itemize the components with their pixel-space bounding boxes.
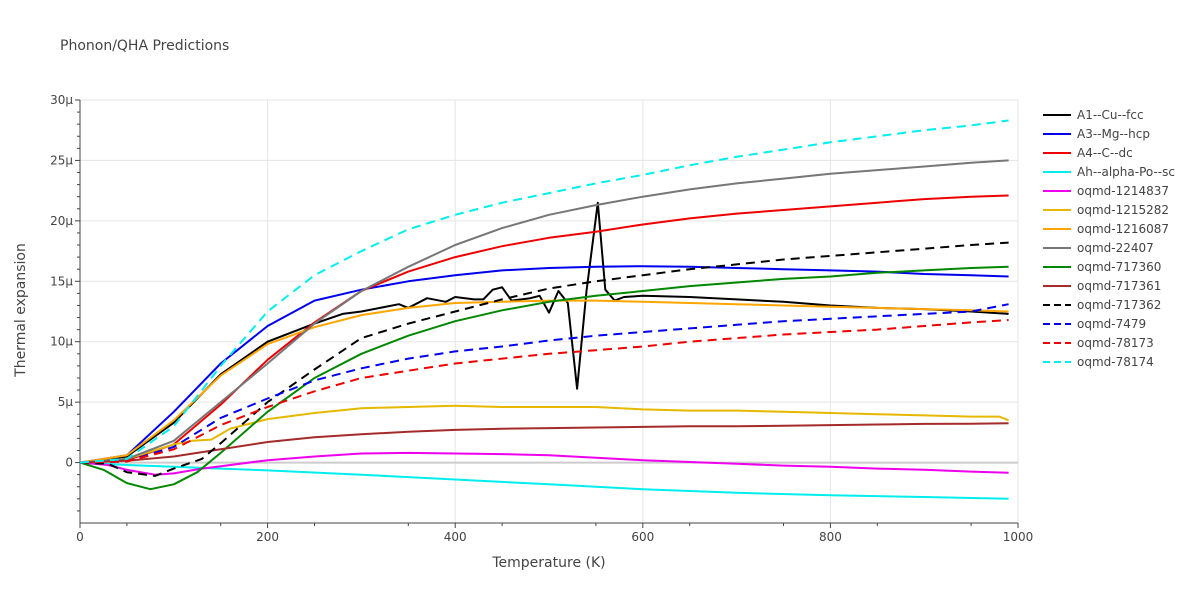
legend-label: oqmd-7479 bbox=[1077, 317, 1146, 331]
x-tick-label: 0 bbox=[76, 530, 84, 544]
y-tick-label: 20μ bbox=[50, 214, 73, 228]
series-line-oqmd-1214837 bbox=[79, 451, 1009, 476]
series-line-oqmd-7479 bbox=[79, 303, 1009, 464]
y-tick-label: 5μ bbox=[58, 395, 74, 409]
legend-label: oqmd-717361 bbox=[1077, 279, 1161, 293]
legend-item[interactable]: oqmd-78174 bbox=[1043, 355, 1154, 369]
legend-label: oqmd-1216087 bbox=[1077, 222, 1169, 236]
legend-item[interactable]: oqmd-78173 bbox=[1043, 336, 1154, 350]
y-tick-label: 0 bbox=[65, 456, 73, 470]
y-tick-label: 10μ bbox=[50, 335, 73, 349]
legend-item[interactable]: A1--Cu--fcc bbox=[1043, 108, 1144, 122]
series-line-A1--Cu--fcc bbox=[79, 201, 1009, 464]
legend-item[interactable]: oqmd-717360 bbox=[1043, 260, 1161, 274]
x-tick-label: 600 bbox=[631, 530, 654, 544]
legend[interactable]: A1--Cu--fcc A3--Mg--hcp A4--C--dc Ah--alpha… bbox=[1043, 108, 1175, 369]
legend-item[interactable]: A4--C--dc bbox=[1043, 146, 1133, 160]
legend-label: A1--Cu--fcc bbox=[1077, 108, 1144, 122]
series-line-A4--C--dc bbox=[79, 194, 1009, 464]
legend-label: oqmd-78173 bbox=[1077, 336, 1154, 350]
series-line-oqmd-1216087 bbox=[79, 299, 1009, 464]
series-line-oqmd-717361 bbox=[79, 422, 1009, 464]
x-axis-title: Temperature (K) bbox=[491, 555, 605, 571]
legend-label: oqmd-22407 bbox=[1077, 241, 1154, 255]
x-tick-label: 800 bbox=[819, 530, 842, 544]
x-tick-label: 1000 bbox=[1003, 530, 1034, 544]
legend-item[interactable]: oqmd-22407 bbox=[1043, 241, 1154, 255]
legend-item[interactable]: oqmd-717362 bbox=[1043, 298, 1161, 312]
axes: 0 200 400 600 800 1000 0 5μ 10μ 15μ 20μ 25μ 30μ bbox=[50, 93, 1033, 544]
series-line-oqmd-717362 bbox=[79, 241, 1009, 477]
series-line-oqmd-78173 bbox=[79, 319, 1009, 464]
legend-label: oqmd-717360 bbox=[1077, 260, 1161, 274]
grid bbox=[80, 99, 1019, 523]
series-line-A3--Mg--hcp bbox=[79, 265, 1009, 464]
legend-label: oqmd-1214837 bbox=[1077, 184, 1169, 198]
x-tick-label: 400 bbox=[444, 530, 467, 544]
legend-item[interactable]: oqmd-1215282 bbox=[1043, 203, 1169, 217]
y-tick-label: 30μ bbox=[50, 93, 73, 107]
series-line-oqmd-22407 bbox=[79, 159, 1009, 464]
legend-label: oqmd-1215282 bbox=[1077, 203, 1169, 217]
legend-item[interactable]: oqmd-717361 bbox=[1043, 279, 1161, 293]
legend-label: A3--Mg--hcp bbox=[1077, 127, 1150, 141]
legend-label: oqmd-78174 bbox=[1077, 355, 1154, 369]
chart-title: Phonon/QHA Predictions bbox=[60, 38, 229, 54]
legend-label: A4--C--dc bbox=[1077, 146, 1133, 160]
series-line-oqmd-1215282 bbox=[79, 404, 1009, 464]
y-tick-label: 15μ bbox=[50, 274, 73, 288]
y-axis-title: Thermal expansion bbox=[13, 243, 29, 378]
plot-area bbox=[79, 119, 1009, 500]
legend-item[interactable]: oqmd-1214837 bbox=[1043, 184, 1169, 198]
y-tick-label: 25μ bbox=[50, 153, 73, 167]
legend-label: oqmd-717362 bbox=[1077, 298, 1161, 312]
legend-item[interactable]: A3--Mg--hcp bbox=[1043, 127, 1150, 141]
legend-item[interactable]: oqmd-7479 bbox=[1043, 317, 1146, 331]
series-line-oqmd-78174 bbox=[79, 119, 1009, 464]
series-line-oqmd-717360 bbox=[79, 265, 1009, 491]
legend-item[interactable]: Ah--alpha-Po--sc bbox=[1043, 165, 1175, 179]
x-tick-label: 200 bbox=[256, 530, 279, 544]
legend-item[interactable]: oqmd-1216087 bbox=[1043, 222, 1169, 236]
legend-label: Ah--alpha-Po--sc bbox=[1077, 165, 1175, 179]
series-line-Ah--alpha-Po--sc bbox=[79, 461, 1009, 500]
